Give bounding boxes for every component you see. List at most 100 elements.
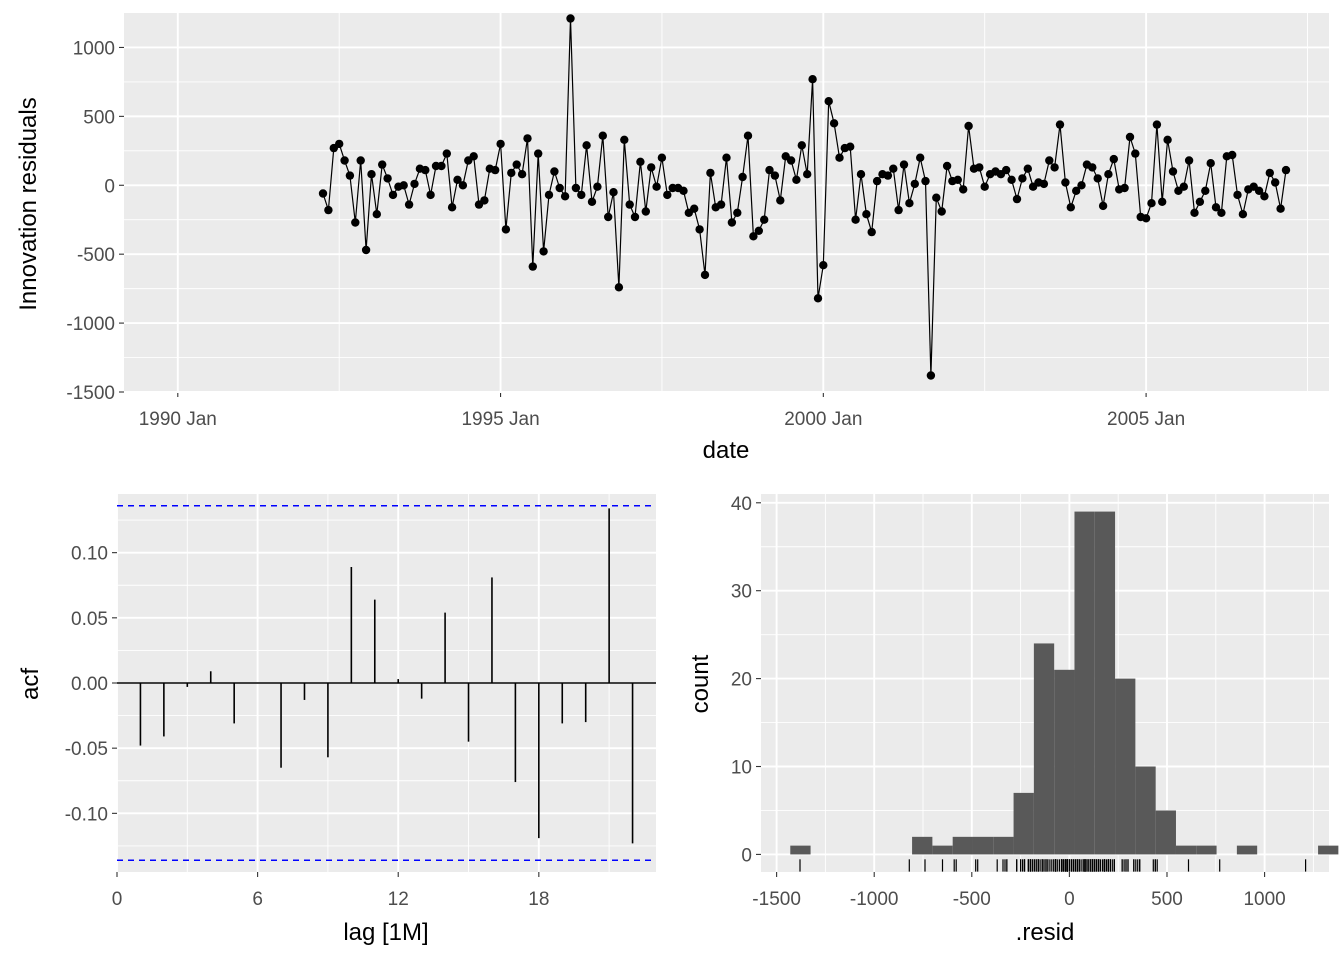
residual-histogram: -1500 -1000 -500 0 500 1000 0 10 20 30 40 xyxy=(731,494,1339,910)
histogram-bar xyxy=(1013,792,1034,855)
residual-point xyxy=(361,245,371,255)
residual-point xyxy=(609,188,618,197)
residual-point xyxy=(571,183,581,193)
residual-point xyxy=(1179,182,1189,191)
residual-point xyxy=(340,156,349,165)
residual-point xyxy=(819,261,828,270)
residual-point xyxy=(1228,150,1237,160)
residual-point xyxy=(1168,167,1178,176)
histogram-bar xyxy=(912,836,933,855)
residual-point xyxy=(862,210,871,219)
ts-x-tick-label: 2000 Jan xyxy=(784,409,862,430)
residual-point xyxy=(356,156,365,165)
residual-point xyxy=(345,171,355,180)
residual-point xyxy=(1023,164,1032,173)
residual-point xyxy=(872,176,882,186)
residual-point xyxy=(829,119,839,128)
residual-point xyxy=(846,142,855,151)
residual-point xyxy=(625,200,634,209)
residual-point xyxy=(517,170,527,179)
acf-y-tick-label: -0.05 xyxy=(65,739,108,760)
residual-point xyxy=(743,131,753,140)
histogram-bar xyxy=(932,845,953,855)
residual-point xyxy=(604,212,613,222)
residual-point xyxy=(953,175,962,184)
hist-x-tick-label: 1000 xyxy=(1243,889,1285,910)
residual-point xyxy=(883,171,893,180)
residual-point xyxy=(975,163,984,172)
residual-point xyxy=(630,212,640,222)
residual-point xyxy=(803,170,812,179)
residual-point xyxy=(1163,135,1172,144)
acf-y-tick-label: 0.05 xyxy=(71,609,108,630)
residual-point xyxy=(399,181,408,190)
residuals-time-plot: 1990 Jan 1995 Jan 2000 Jan 2005 Jan -1500 -10… xyxy=(66,13,1329,430)
residual-point xyxy=(797,141,806,150)
residual-point xyxy=(1072,186,1081,195)
residual-point xyxy=(716,200,726,209)
histogram-bar xyxy=(1318,845,1339,855)
hist-y-tick-label: 0 xyxy=(741,845,752,866)
residual-point xyxy=(351,218,360,227)
residual-point xyxy=(706,168,715,178)
hist-y-tick-label: 40 xyxy=(731,494,752,515)
residual-point xyxy=(544,190,554,200)
residual-point xyxy=(813,294,823,303)
residual-point xyxy=(1217,208,1226,217)
acf-x-axis-title: lag [1M] xyxy=(343,919,428,946)
residual-point xyxy=(733,208,742,217)
acf-y-tick-label: 0.10 xyxy=(71,544,108,565)
residual-point xyxy=(722,153,731,162)
residual-point xyxy=(404,200,414,209)
acf-y-axis-title: acf xyxy=(17,668,44,700)
histogram-bar xyxy=(1074,511,1095,855)
residual-point xyxy=(1050,163,1059,172)
residual-point xyxy=(1018,174,1027,183)
ts-y-tick-label: -1500 xyxy=(66,383,115,404)
acf-y-tick-label: -0.10 xyxy=(65,804,108,825)
hist-y-tick-label: 20 xyxy=(731,670,752,691)
acf-x-tick-label: 0 xyxy=(112,889,123,910)
residual-point xyxy=(932,193,941,202)
residual-point xyxy=(1195,197,1205,206)
histogram-bar xyxy=(1196,845,1217,855)
residual-point xyxy=(700,270,710,280)
residual-point xyxy=(491,165,500,175)
residual-point xyxy=(1254,186,1264,195)
residual-point xyxy=(442,149,451,158)
residual-point xyxy=(593,182,602,191)
hist-x-axis-title: .resid xyxy=(1016,919,1075,946)
histogram-bar xyxy=(1135,766,1156,855)
residual-point xyxy=(367,170,376,179)
residual-point xyxy=(980,182,989,191)
residual-point xyxy=(776,196,785,205)
ts-panel-background xyxy=(124,13,1329,392)
residual-point xyxy=(964,121,973,131)
histogram-bar xyxy=(1094,511,1116,855)
residual-point xyxy=(577,190,586,200)
hist-x-tick-label: -1000 xyxy=(850,889,899,910)
residual-point xyxy=(501,225,511,234)
residual-point xyxy=(453,175,462,184)
residual-point xyxy=(1211,203,1221,212)
residual-point xyxy=(1190,208,1199,217)
residual-point xyxy=(555,183,564,193)
residual-point xyxy=(808,75,817,84)
residual-point xyxy=(388,190,398,200)
residual-point xyxy=(754,226,763,235)
hist-y-tick-label: 10 xyxy=(731,758,752,779)
residual-point xyxy=(1265,168,1275,178)
residual-point xyxy=(657,153,667,162)
residual-point xyxy=(523,134,532,143)
residual-point xyxy=(539,247,548,256)
residual-point xyxy=(1055,120,1065,129)
residual-point xyxy=(942,161,952,171)
residual-point xyxy=(760,215,769,224)
residual-point xyxy=(663,190,672,200)
residual-point xyxy=(921,176,930,186)
residual-point xyxy=(496,139,505,149)
residual-point xyxy=(437,161,446,171)
histogram-bar xyxy=(1054,669,1075,855)
residual-point xyxy=(851,215,860,224)
